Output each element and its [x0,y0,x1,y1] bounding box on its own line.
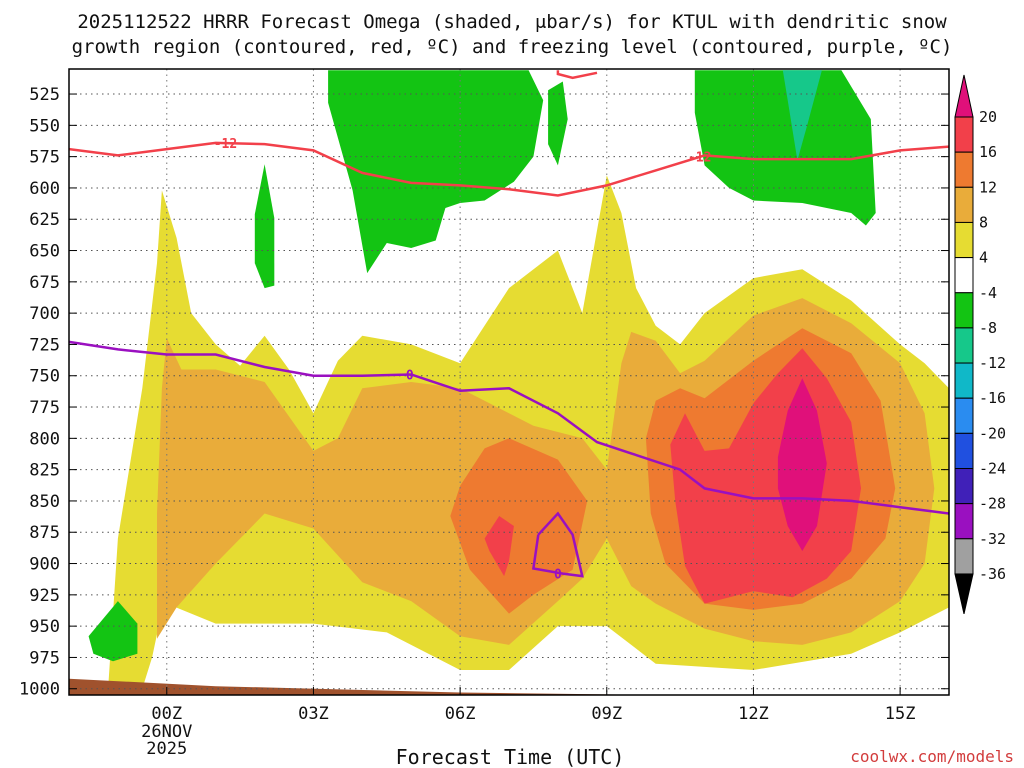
chart-title-line-2: growth region (contoured, red, ºC) and f… [72,36,953,58]
colorbar-swatch [954,116,974,153]
y-tick-label: 950 [29,617,60,637]
chart-title-line-1: 2025112522 HRRR Forecast Omega (shaded, … [77,11,947,33]
x-tick-label: 12Z [738,704,769,724]
y-tick-label: 850 [29,492,60,512]
colorbar-swatch [954,503,974,540]
colorbar-swatch [954,186,974,223]
colorbar-swatch [954,221,974,259]
omega-negative-region-0 [254,164,275,289]
y-tick-label: 825 [29,461,60,481]
omega-negative-region-4 [782,70,822,161]
y-axis: 525 550 575 600 625 650 675 700 725 750 775 800 825 8… [19,85,949,700]
y-tick-label: 675 [29,273,60,293]
y-tick-label: 750 [29,367,60,387]
temperature-contours: -12 -12 0 0 [69,70,949,583]
colorbar-tick-label: -8 [979,319,997,337]
x-tick-label: 03Z [298,704,329,724]
colorbar-top-arrow [954,74,974,118]
x-tick-label: 06Z [445,704,476,724]
omega-region-6 [777,378,827,551]
colorbar: 20 16 12 8 4 -4 -8 -12 -16 -20 -24 -28 -32 -36 [954,74,1006,615]
colorbar-tick-label: -16 [979,389,1006,407]
colorbar-tick-label: 4 [979,249,988,267]
terrain-surface [69,678,949,695]
x-axis-label: Forecast Time (UTC) [396,745,625,768]
colorbar-tick-label: -4 [979,284,997,302]
y-tick-label: 550 [29,116,60,136]
omega-region-4 [484,516,514,577]
freezing-level-loop-contour-label: 0 [554,568,562,583]
y-tick-label: 1000 [19,680,60,700]
colorbar-tick-label: -36 [979,565,1006,583]
plot-frame [68,68,950,696]
omega-region-2 [450,438,588,614]
y-tick-label: 700 [29,304,60,324]
freezing-level-contour [69,340,949,515]
grid-lines [69,69,949,695]
x-tick-label: 15Z [885,704,916,724]
colorbar-tick-label: 16 [979,143,997,161]
y-tick-label: 775 [29,398,60,418]
colorbar-swatch [954,257,974,294]
omega-negative-region-5 [88,601,138,662]
x-tick-sublabel: 26NOV [141,722,192,742]
y-tick-label: 975 [29,648,60,668]
isotherm-minus12-contour [69,141,949,197]
x-tick-label: 09Z [591,704,622,724]
colorbar-bottom-arrow [954,573,974,615]
colorbar-tick-label: 20 [979,108,997,126]
y-tick-label: 800 [29,429,60,449]
y-tick-label: 575 [29,148,60,168]
colorbar-tick-label: -28 [979,495,1006,513]
omega-shading [69,70,949,695]
colorbar-swatch [954,538,974,575]
watermark: coolwx.com/models [850,747,1014,766]
colorbar-swatch [954,362,974,399]
y-tick-label: 725 [29,335,60,355]
y-tick-label: 900 [29,555,60,575]
omega-negative-region-3 [694,70,876,226]
y-tick-label: 625 [29,210,60,230]
colorbar-tick-label: -24 [979,460,1006,478]
colorbar-tick-label: -12 [979,354,1006,372]
y-tick-label: 925 [29,586,60,606]
y-tick-label: 525 [29,85,60,105]
x-tick-label: 00Z [151,704,182,724]
isotherm-minus12-top-contour [556,70,598,80]
colorbar-swatch [954,327,974,364]
colorbar-tick-label: -20 [979,424,1006,442]
freezing-level-loop-contour [531,511,584,578]
isotherm-minus12-contour-label: -12 [688,151,711,166]
colorbar-swatch [954,292,974,329]
y-tick-label: 650 [29,242,60,262]
colorbar-tick-label: 12 [979,178,997,196]
x-tick-sublabel: 2025 [146,739,187,759]
colorbar-swatch [954,432,974,470]
colorbar-swatch [954,151,974,188]
y-tick-label: 875 [29,523,60,543]
omega-negative-region-1 [328,70,544,274]
y-tick-label: 600 [29,179,60,199]
isotherm-minus12-contour-label: -12 [214,137,237,152]
colorbar-swatch [954,397,974,434]
colorbar-tick-label: 8 [979,213,988,231]
colorbar-tick-label: -32 [979,530,1006,548]
colorbar-swatch [954,468,974,505]
omega-negative-region-2 [548,81,568,166]
freezing-level-contour-label: 0 [406,368,414,383]
